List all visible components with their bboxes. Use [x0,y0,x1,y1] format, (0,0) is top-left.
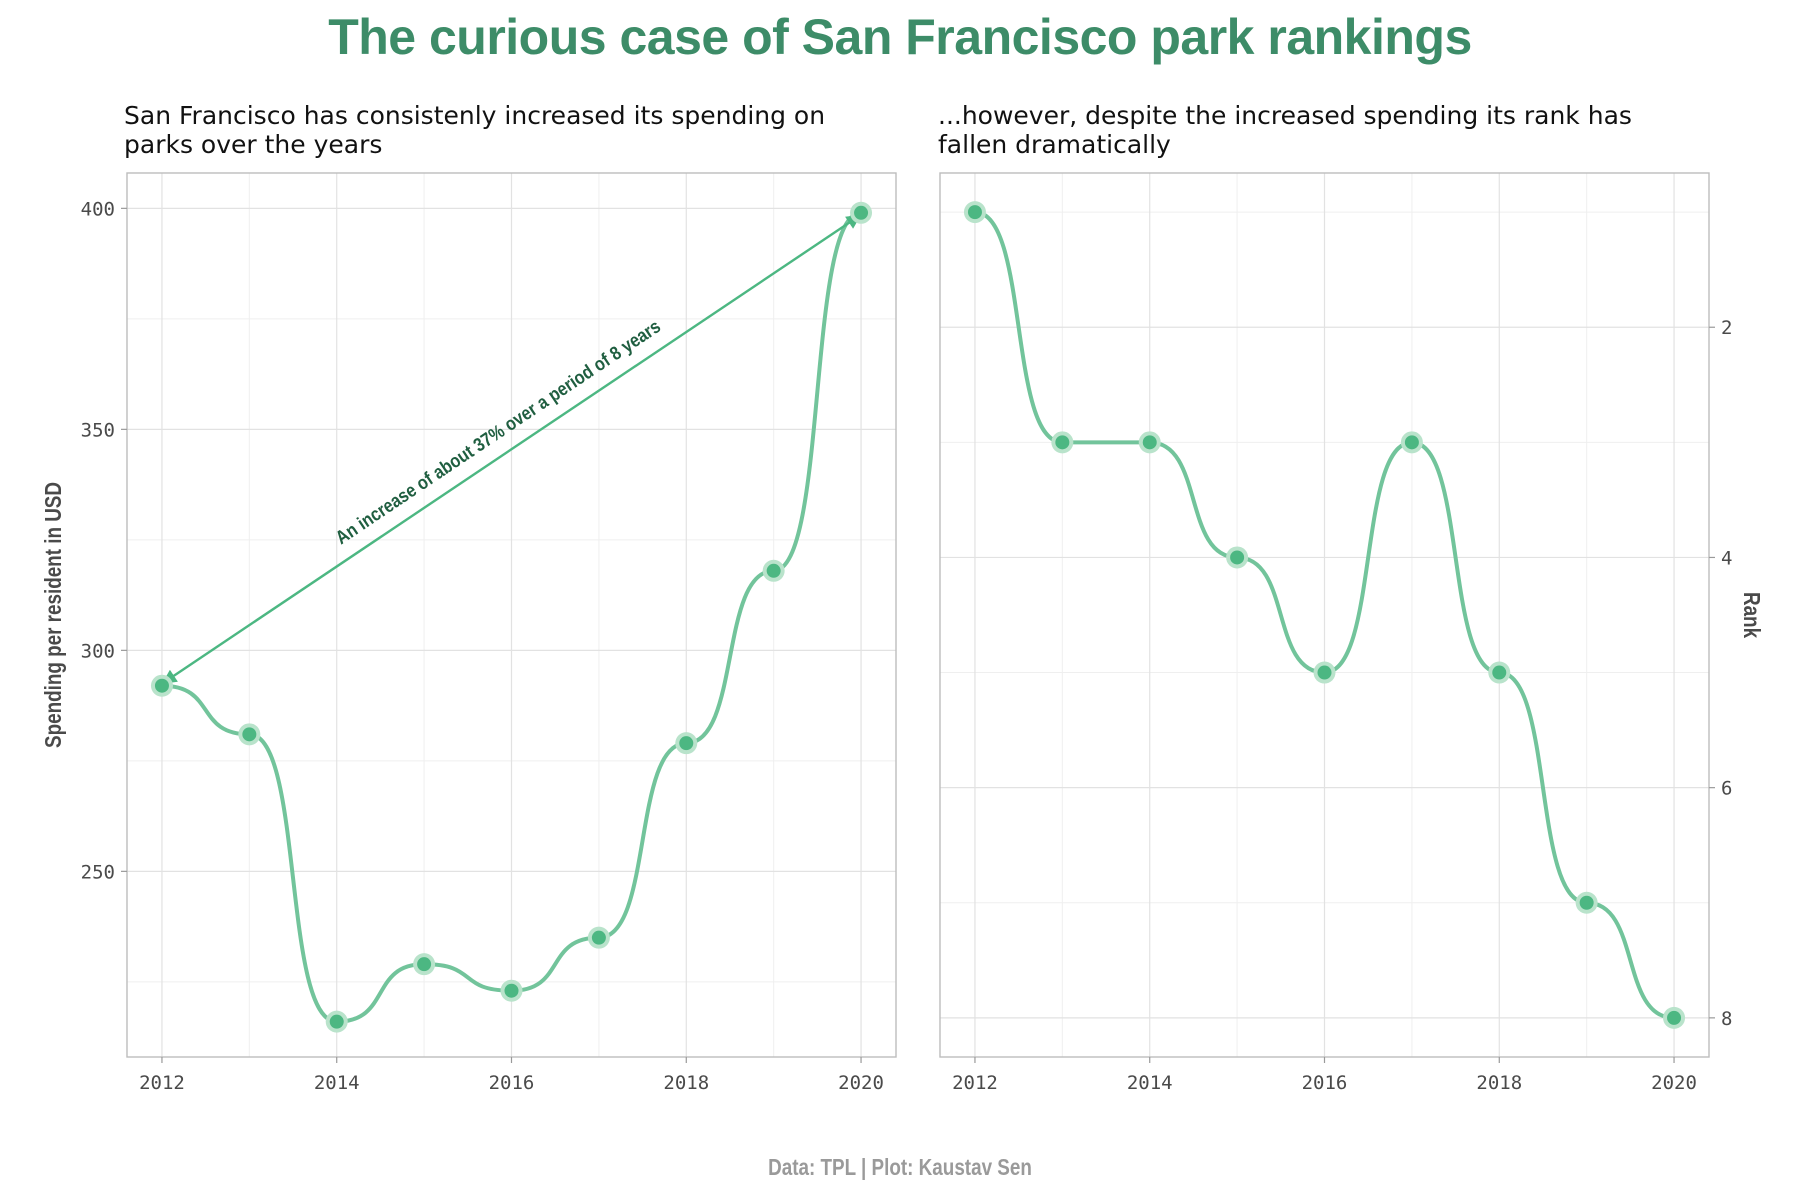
y-tick-label: 400 [81,198,115,220]
annotation-text: An increase of about 37% over a period o… [331,315,664,548]
data-point [417,957,432,972]
x-tick-label: 2012 [139,1072,185,1094]
x-tick-label: 2014 [1127,1072,1173,1094]
spending-panel: 2012 2014 2016 2018 2020 250 300 350 400 Spending… [41,172,897,1094]
x-tick-label: 2012 [952,1072,998,1094]
x-tick-label: 2014 [314,1072,360,1094]
data-point [1404,435,1419,450]
x-tick-label: 2016 [1302,1072,1348,1094]
data-point [1667,1010,1682,1025]
left-panel-subtitle: San Francisco has consistenly increased … [124,101,826,159]
chart-title: The curious case of San Francisco park r… [328,9,1472,65]
data-point [766,563,781,578]
data-point [1492,665,1507,680]
x-tick-label: 2018 [663,1072,709,1094]
annotation-arrow [161,214,862,684]
y-tick-label: 8 [1721,1008,1732,1030]
data-point [1142,435,1157,450]
rank-panel: 2012 2014 2016 2018 2020 2 4 6 8 Rank [939,172,1764,1094]
data-point [1317,665,1332,680]
data-point [504,983,519,998]
x-tick-label: 2016 [489,1072,535,1094]
x-tick-label: 2018 [1476,1072,1522,1094]
right-panel-subtitle: ...however, despite the increased spendi… [938,101,1632,159]
x-tick-label: 2020 [1651,1072,1697,1094]
data-point [854,205,869,220]
y-tick-label: 300 [81,640,115,662]
data-point [329,1014,344,1029]
x-tick-label: 2020 [838,1072,884,1094]
data-point [1579,895,1594,910]
y-axis-title: Spending per resident in USD [41,482,66,748]
y-tick-label: 4 [1721,547,1732,569]
data-point [1055,435,1070,450]
data-point [242,727,257,742]
data-point [1230,550,1245,565]
y-tick-label: 2 [1721,317,1732,339]
data-point [591,930,606,945]
data-point [154,678,169,693]
caption: Data: TPL | Plot: Kaustav Sen [768,1154,1032,1180]
y-tick-label: 6 [1721,778,1732,800]
y-axis-title: Rank [1739,592,1764,638]
series-line [972,210,1677,1020]
data-point [967,205,982,220]
data-point [679,736,694,751]
y-tick-label: 350 [81,419,115,441]
y-tick-label: 250 [81,861,115,883]
